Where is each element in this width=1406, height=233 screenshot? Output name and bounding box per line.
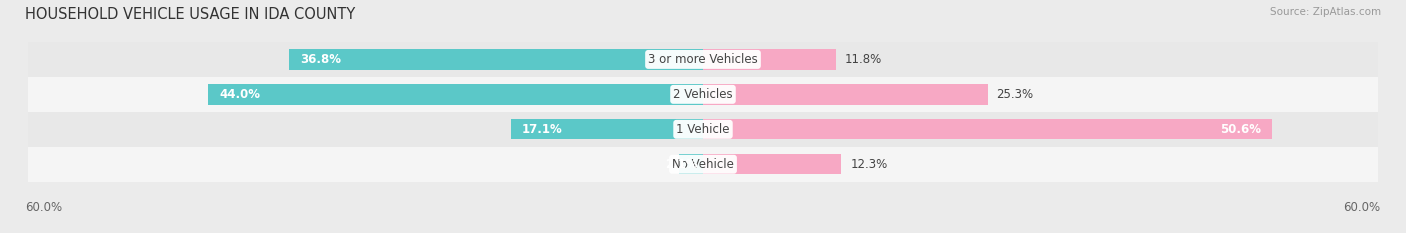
- Text: 17.1%: 17.1%: [522, 123, 562, 136]
- Bar: [208, 84, 703, 105]
- Text: No Vehicle: No Vehicle: [672, 158, 734, 171]
- Text: 11.8%: 11.8%: [845, 53, 882, 66]
- Bar: [510, 119, 703, 139]
- Text: 50.6%: 50.6%: [1220, 123, 1261, 136]
- Bar: [28, 77, 1378, 112]
- Text: 60.0%: 60.0%: [1344, 201, 1381, 214]
- Text: 3 or more Vehicles: 3 or more Vehicles: [648, 53, 758, 66]
- Bar: [28, 147, 1378, 182]
- Bar: [703, 49, 835, 69]
- Bar: [703, 119, 1272, 139]
- Bar: [28, 42, 1378, 77]
- Text: 60.0%: 60.0%: [25, 201, 62, 214]
- Text: 36.8%: 36.8%: [301, 53, 342, 66]
- Text: 2.1%: 2.1%: [665, 158, 697, 171]
- Text: 44.0%: 44.0%: [219, 88, 260, 101]
- Text: HOUSEHOLD VEHICLE USAGE IN IDA COUNTY: HOUSEHOLD VEHICLE USAGE IN IDA COUNTY: [25, 7, 356, 22]
- Bar: [28, 112, 1378, 147]
- Text: Source: ZipAtlas.com: Source: ZipAtlas.com: [1270, 7, 1381, 17]
- Bar: [679, 154, 703, 174]
- Text: 12.3%: 12.3%: [851, 158, 887, 171]
- Bar: [703, 154, 841, 174]
- Bar: [290, 49, 703, 69]
- Text: 25.3%: 25.3%: [997, 88, 1033, 101]
- Text: 2 Vehicles: 2 Vehicles: [673, 88, 733, 101]
- Text: 1 Vehicle: 1 Vehicle: [676, 123, 730, 136]
- Bar: [703, 84, 987, 105]
